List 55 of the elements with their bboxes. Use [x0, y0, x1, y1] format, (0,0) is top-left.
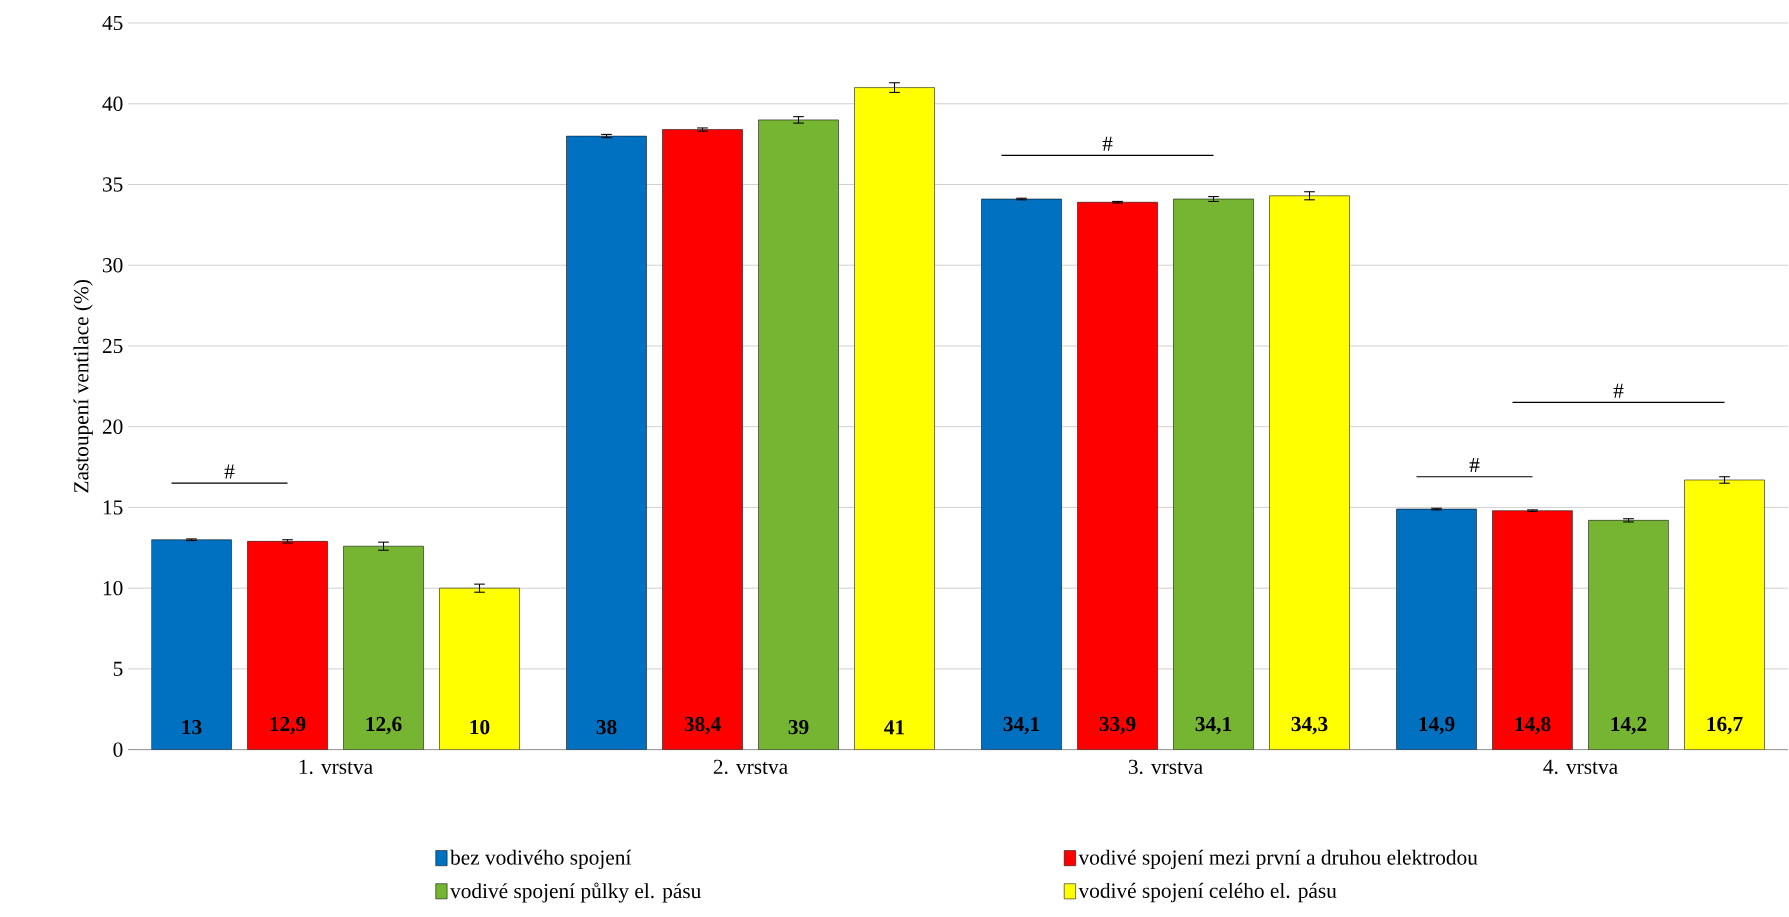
bar [566, 135, 647, 750]
y-tick-label: 30 [102, 258, 123, 273]
x-tick-label: 4. vrstva [1543, 759, 1618, 775]
data-label: 34,1 [1195, 716, 1232, 735]
bar [247, 541, 328, 750]
y-tick-label: 25 [102, 338, 123, 354]
data-label: 38 [596, 719, 617, 735]
annotation: # [1469, 458, 1480, 473]
bar [981, 198, 1062, 750]
y-tick-label: 10 [103, 580, 123, 596]
data-label: 38,4 [684, 716, 721, 735]
bar [1269, 195, 1350, 750]
bar [1173, 198, 1254, 750]
y-tick-label: 15 [103, 500, 123, 515]
y-tick-label: 35 [102, 177, 123, 192]
bar [439, 587, 520, 750]
y-tick-label: 5 [113, 661, 123, 676]
y-tick-label: 40 [102, 96, 123, 111]
legend-label: bez vodivého spojení [450, 849, 632, 870]
legend-label: vodivé spojení mezi první a druhou elektrodou [1078, 849, 1478, 870]
legend-label: vodivé spojení půlky el. pásu [450, 882, 701, 903]
bar [854, 87, 935, 750]
bar [662, 129, 743, 750]
x-tick-label: 2. vrstva [713, 759, 788, 775]
data-label: 34,1 [1003, 716, 1040, 735]
data-label: 14,9 [1419, 716, 1455, 735]
data-label: 33,9 [1099, 716, 1136, 735]
bar [1588, 520, 1669, 750]
bar [758, 119, 839, 750]
x-tick-label: 3. vrstva [1128, 759, 1203, 775]
y-axis-title: Zastoupení ventilace (%) [73, 280, 93, 493]
data-label: 10 [470, 719, 490, 735]
bar [1077, 201, 1158, 750]
legend-label: vodivé spojení celého el. pásu [1078, 882, 1337, 903]
y-tick-label: 45 [102, 15, 123, 31]
data-label: 13 [182, 719, 202, 735]
x-tick-label: 1. vrstva [299, 759, 373, 775]
annotation: # [224, 464, 235, 479]
data-label: 14,2 [1611, 716, 1647, 735]
data-label: 12,6 [366, 716, 402, 735]
data-label: 12,9 [270, 716, 306, 735]
y-tick-label: 20 [102, 419, 123, 434]
data-label: 14,8 [1515, 716, 1551, 735]
data-label: 34,3 [1291, 716, 1328, 735]
bar [1492, 510, 1573, 750]
annotation: # [1613, 383, 1624, 398]
y-tick-label: 0 [113, 742, 123, 757]
data-label: 16,7 [1707, 716, 1743, 735]
data-label: 39 [788, 719, 809, 735]
bar [343, 545, 424, 750]
bar [1684, 479, 1765, 750]
annotation: # [1102, 136, 1113, 151]
bar [1396, 508, 1477, 750]
bar [151, 539, 232, 750]
data-label: 41 [884, 720, 905, 735]
